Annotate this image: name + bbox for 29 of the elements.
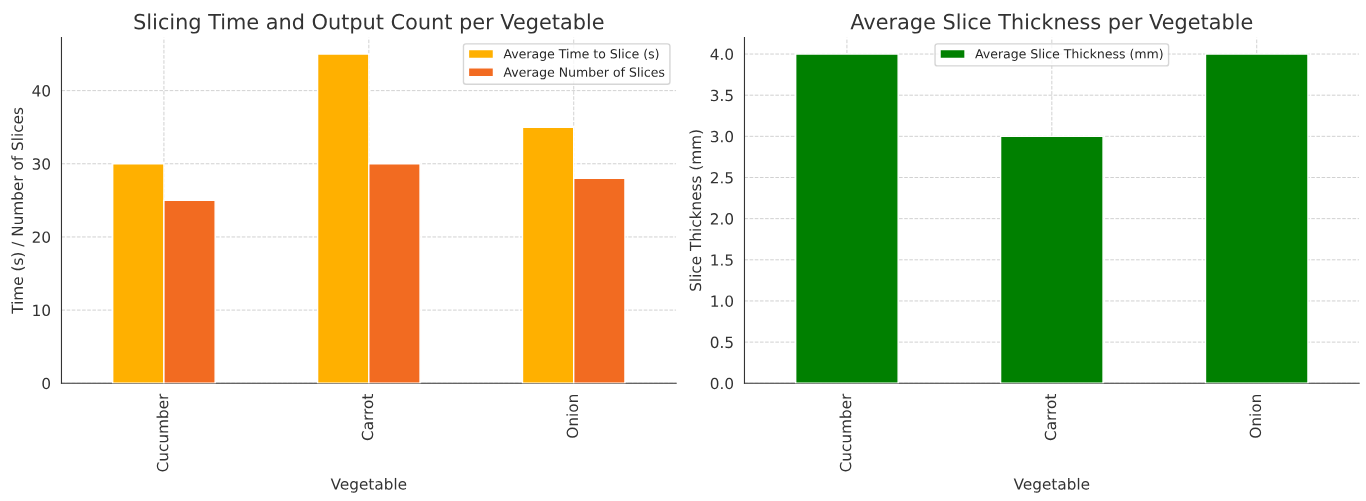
x-tick-label: Carrot [1044, 394, 1057, 441]
x-tick-label: Onion [1249, 394, 1262, 438]
y-tick-label: 3.5 [710, 89, 733, 102]
x-tick-label: Cucumber [156, 393, 169, 472]
y-tick-label: 30 [32, 158, 51, 170]
x-tick-label: Carrot [361, 394, 374, 441]
y-tick-label: 40 [32, 85, 51, 97]
y-tick-label: 0.0 [710, 377, 734, 390]
y-axis-title: Slice Thickness (mm) [689, 130, 704, 291]
y-tick-label: 2.5 [710, 171, 733, 184]
legend-label: Average Number of Slices [503, 67, 665, 80]
y-tick-label: 2.0 [710, 213, 734, 225]
x-axis-title: Vegetable [330, 477, 407, 493]
y-tick-label: 20 [32, 231, 51, 243]
y-tick-label: 0.5 [710, 336, 733, 349]
y-axis-title: Time (s) / Number of Slices [11, 107, 25, 314]
y-tick-label: 10 [33, 304, 51, 317]
y-tick-label: 4.0 [710, 48, 734, 61]
x-tick-label: Onion [566, 394, 579, 438]
chart-title: Average Slice Thickness per Vegetable [850, 13, 1253, 34]
y-tick-label: 3.0 [710, 130, 734, 143]
chart-title: Slicing Time and Output Count per Vegetable [134, 13, 604, 34]
y-tick-label: 1.5 [711, 254, 733, 266]
legend-label: Average Time to Slice (s) [503, 48, 659, 61]
x-axis-title: Vegetable [1013, 477, 1090, 493]
x-tick-label: Cucumber [839, 393, 852, 472]
legend-label: Average Slice Thickness (mm) [975, 48, 1163, 61]
y-tick-label: 1.0 [711, 295, 734, 307]
y-tick-label: 0 [42, 377, 51, 390]
